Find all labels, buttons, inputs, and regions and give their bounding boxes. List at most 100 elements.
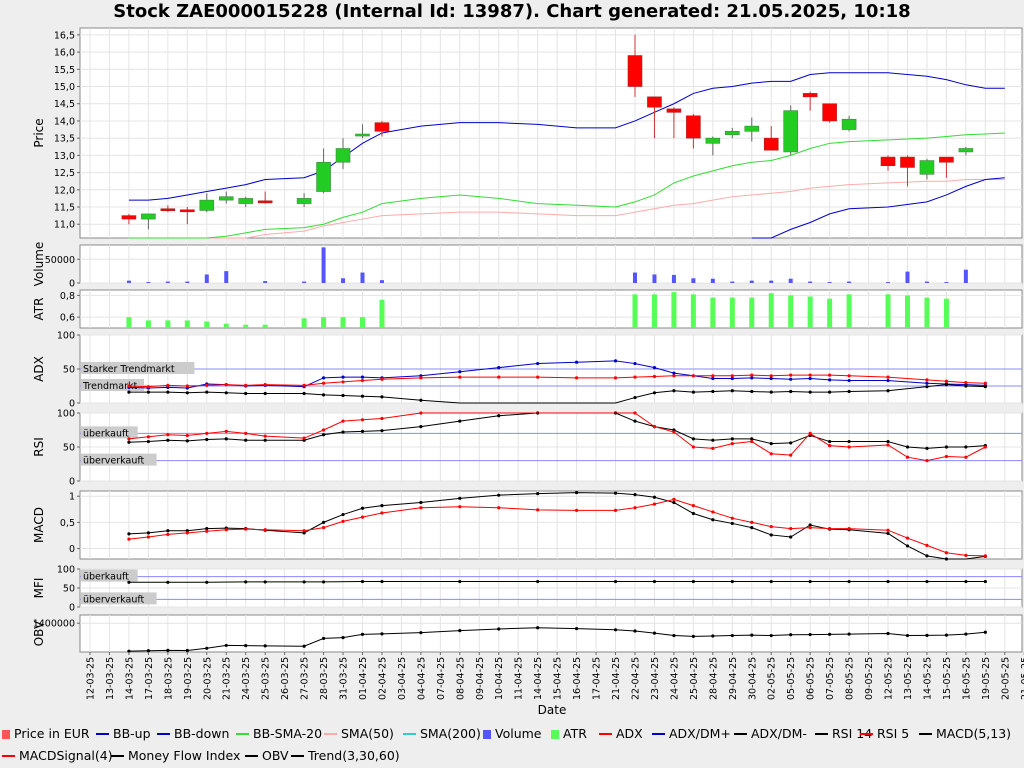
x-tick-label: 20-03-25 <box>202 657 213 700</box>
adx-line-point <box>302 383 306 387</box>
rsi5-line-point <box>224 429 228 433</box>
rsi14-line-point <box>789 441 793 445</box>
reference-label-box <box>81 569 138 582</box>
x-tick-label: 07-04-25 <box>436 657 447 700</box>
rsi14-line-point <box>224 437 228 441</box>
rsi5-line-point <box>302 436 306 440</box>
adx-line-point <box>847 374 851 378</box>
rsi5-line-point <box>691 445 695 449</box>
macd-line-point <box>360 506 365 510</box>
adx-line-point <box>244 383 248 387</box>
legend-swatch <box>236 732 249 735</box>
adx-dmminus-line-point <box>983 385 987 389</box>
atr-bar <box>943 298 949 328</box>
reference-label: überkauft <box>83 428 129 439</box>
y-tick-label: 14,0 <box>54 116 75 127</box>
macd-signal-line-point <box>808 526 812 530</box>
adx-dmplus-line-point <box>886 378 890 383</box>
volume-plot-area <box>79 244 1023 284</box>
x-tick-label: 24-03-25 <box>241 657 252 700</box>
x-tick-label: 02-04-25 <box>377 657 388 700</box>
rsi5-line-point <box>905 455 910 459</box>
adx-dmminus-line-point <box>633 395 637 400</box>
rsi5-line-point <box>205 431 209 435</box>
y-tick-label: 15,5 <box>54 65 75 76</box>
mfi-line-point <box>730 579 734 584</box>
adx-dmminus-line-point <box>886 389 890 393</box>
x-tick-label: 07-05-25 <box>825 657 836 700</box>
y-tick-label: 14,5 <box>54 99 75 110</box>
adx-line-point <box>497 375 501 379</box>
x-tick-label: 05-05-25 <box>786 657 797 700</box>
obv-line-point <box>574 626 579 631</box>
reference-label-box <box>81 592 157 605</box>
atr-bar <box>690 294 696 328</box>
obv-line-point <box>146 649 150 653</box>
reference-label-box <box>81 453 157 466</box>
rsi14-line-point <box>263 438 267 442</box>
x-tick-label: 22-04-25 <box>630 657 641 700</box>
rsi14-line-point <box>769 442 773 446</box>
macd-signal-line-point <box>127 537 131 541</box>
adx-dmplus-line-point <box>711 376 715 381</box>
rsi5-line-point <box>750 439 754 444</box>
macd-line-point <box>808 523 812 527</box>
candle-body <box>783 110 799 153</box>
rsi5-line-point <box>380 416 384 421</box>
macd-line-point <box>730 521 734 526</box>
rsi14-line-point <box>458 419 462 423</box>
rsi14-line-point <box>185 439 189 443</box>
x-tick-label: 12-03-25 <box>86 657 97 700</box>
volume-bar <box>827 282 832 283</box>
y-tick-label: 15,0 <box>54 82 75 93</box>
rsi5-line-point <box>925 459 929 463</box>
adx-dmminus-line-point <box>711 389 715 394</box>
adx-dmplus-line-point <box>613 359 618 363</box>
adx-dmminus-line-point <box>146 390 150 394</box>
legend-label: OBV <box>262 748 289 763</box>
x-tick-label: 24-04-25 <box>669 657 680 700</box>
candle-body <box>355 133 370 137</box>
mfi-line-point <box>360 579 365 584</box>
adx-dmminus-line-point <box>847 389 851 394</box>
price-plot-area <box>79 27 1023 239</box>
rsi14-line-point <box>205 437 209 442</box>
adx-dmminus-line-point <box>691 390 695 394</box>
obv-line-point <box>925 633 929 637</box>
rsi5-line-point <box>341 419 345 423</box>
candle-body <box>686 115 701 139</box>
rsi14-line-point <box>847 439 851 444</box>
adx-dmminus-line-point <box>769 390 773 394</box>
macd-signal-line-point <box>769 524 773 529</box>
obv-line-point <box>652 631 657 635</box>
x-tick-label: 21-05-25 <box>1020 657 1024 700</box>
adx-line-point <box>652 374 657 379</box>
macd-signal-line-point <box>166 532 170 537</box>
y-tick-label: 50 <box>63 365 75 376</box>
x-tick-label: 15-05-25 <box>942 657 953 700</box>
volume-bar <box>321 247 326 283</box>
legend-label: RSI 5 <box>877 726 910 741</box>
adx-dmplus-line-point <box>341 375 345 379</box>
adx-line-point <box>925 378 929 382</box>
macd-signal-line-point <box>574 508 579 512</box>
reference-label: überkauft <box>83 572 129 583</box>
mfi-line-point <box>925 579 929 584</box>
adx-dmplus-line <box>128 360 986 389</box>
adx-line-point <box>964 381 968 385</box>
adx-line-point <box>750 373 754 377</box>
x-tick-label: 14-04-25 <box>533 657 544 700</box>
adx-dmminus-line-point <box>185 391 189 395</box>
stock-chart: 11,0 11,5 12,0 12,5 13,0 13,5 14,0 14,5 15,0 15,5… <box>32 27 1024 717</box>
legend-swatch <box>599 732 612 735</box>
y-tick-label: 50 <box>63 443 75 454</box>
adx-dmplus-line-point <box>360 375 365 379</box>
obv-axis-label: OBV <box>32 620 46 646</box>
adx-line-point <box>574 376 579 380</box>
macd-axis-label: MACD <box>32 507 46 543</box>
x-tick-label: 12-05-25 <box>884 657 895 700</box>
y-tick-label: 50000 <box>45 255 75 266</box>
volume-bar <box>165 281 170 283</box>
adx-dmplus-line-point <box>652 366 657 370</box>
obv-line-point <box>205 646 209 650</box>
